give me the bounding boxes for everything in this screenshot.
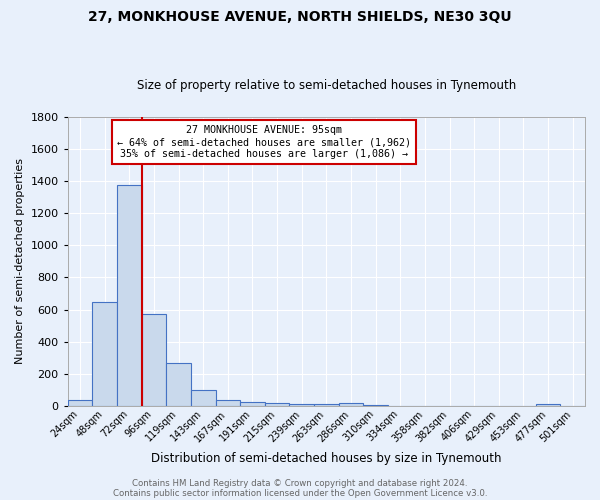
X-axis label: Distribution of semi-detached houses by size in Tynemouth: Distribution of semi-detached houses by … (151, 452, 502, 465)
Y-axis label: Number of semi-detached properties: Number of semi-detached properties (15, 158, 25, 364)
Bar (68, 400, 92, 406)
Bar (166, 364, 191, 406)
Bar (265, 403, 289, 406)
Text: 27 MONKHOUSE AVENUE: 95sqm
← 64% of semi-detached houses are smaller (1,962)
35%: 27 MONKHOUSE AVENUE: 95sqm ← 64% of semi… (117, 126, 411, 158)
Bar (240, 402, 265, 406)
Bar (92, 302, 117, 406)
Bar (314, 404, 338, 406)
Bar (215, 400, 240, 406)
Bar (117, 185, 142, 406)
Bar (338, 403, 364, 406)
Bar (142, 314, 166, 406)
Bar (191, 390, 215, 406)
Title: Size of property relative to semi-detached houses in Tynemouth: Size of property relative to semi-detach… (137, 79, 516, 92)
Text: Contains HM Land Registry data © Crown copyright and database right 2024.: Contains HM Land Registry data © Crown c… (132, 478, 468, 488)
Text: Contains public sector information licensed under the Open Government Licence v3: Contains public sector information licen… (113, 488, 487, 498)
Bar (364, 404, 388, 406)
Text: 27, MONKHOUSE AVENUE, NORTH SHIELDS, NE30 3QU: 27, MONKHOUSE AVENUE, NORTH SHIELDS, NE3… (88, 10, 512, 24)
Bar (536, 404, 560, 406)
Bar (289, 404, 314, 406)
